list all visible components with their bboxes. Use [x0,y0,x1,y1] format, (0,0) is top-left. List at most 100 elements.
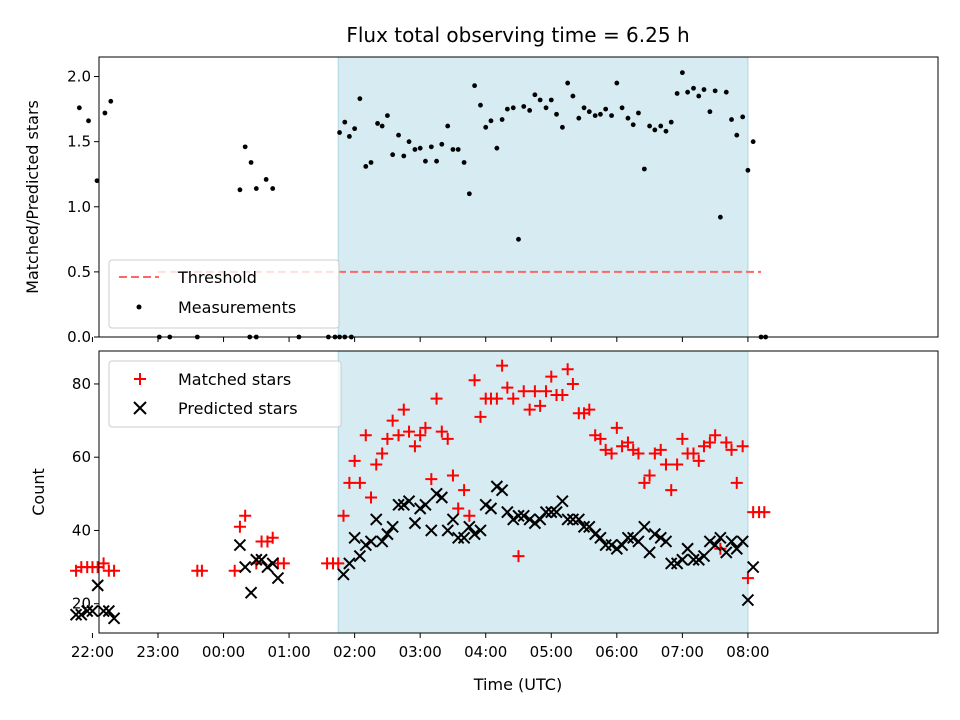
top-axes-frame [98,56,939,338]
data-point [729,117,734,122]
data-point [556,388,569,401]
data-point [658,123,664,129]
data-point [261,560,274,574]
data-point [674,91,680,96]
x-tick-label: 23:00 [136,643,179,661]
data-point [343,557,356,570]
x-tick-label: 04:00 [464,643,507,661]
data-point [691,85,696,91]
data-point [392,498,405,512]
data-point [676,432,689,445]
top-shaded-span [337,56,749,338]
data-point [605,538,618,552]
y-tick-label: 80 [72,375,91,393]
data-point [337,509,350,522]
data-point [736,440,749,453]
data-point [712,88,718,94]
data-point [490,392,503,405]
data-point [359,538,372,552]
data-point [548,97,554,103]
data-point [86,118,91,124]
data-point [539,505,553,519]
data-point [337,130,342,135]
data-point [516,236,521,242]
data-point [102,604,116,618]
data-point [736,535,749,548]
data-point [532,92,538,98]
data-point [263,177,269,182]
bottom-plot: 20 40 60 80 22:00 23:00 00:00 01:00 02:00 03:00 0… [29,350,939,694]
data-point [80,604,94,618]
data-point [745,167,751,173]
data-point [725,535,738,548]
data-point [242,144,248,150]
data-point [545,505,558,519]
data-point [554,111,559,117]
data-point [638,476,651,489]
data-point [659,535,673,548]
data-point [517,509,530,523]
data-point [108,98,114,104]
data-point [353,476,366,489]
data-point [414,429,427,442]
data-point [570,93,576,99]
data-point [457,531,471,544]
data-point [375,535,389,548]
data-point [451,531,465,544]
data-point [533,513,547,526]
data-point [632,447,645,460]
legend-measurements-swatch [136,304,142,310]
data-point [507,392,520,405]
data-point [643,469,656,482]
data-point [253,186,259,191]
y-tick-label: 1.5 [67,133,91,151]
data-point [463,520,476,533]
data-point [97,557,110,570]
y-tick-label: 20 [72,595,91,613]
data-point [720,436,733,449]
data-point [435,425,448,438]
data-point [397,498,411,512]
data-point [346,134,352,139]
data-point [566,513,580,526]
data-point [592,113,598,119]
x-axis-label: Time (UTC) [473,675,562,694]
data-point [466,191,472,197]
data-point [507,513,520,526]
x-tick-label: 22:00 [71,643,114,661]
x-tick-label: 06:00 [595,643,638,661]
data-point [195,564,208,577]
data-point [425,473,438,486]
data-point [381,527,394,541]
data-point [468,527,481,541]
data-point [461,160,467,165]
data-point [390,152,396,158]
data-point [734,132,740,138]
data-point [741,572,754,585]
data-point [537,97,543,103]
data-point [357,96,363,102]
top-y-ticks: 0.0 0.5 1.0 1.5 2.0 [67,68,99,346]
data-point [468,374,481,387]
data-point [741,593,755,607]
data-point [676,553,689,566]
data-point [496,359,509,372]
x-tick-label: 01:00 [267,643,310,661]
data-point [238,560,252,574]
data-point [102,110,108,116]
data-point [479,498,492,512]
data-point [647,123,652,129]
legend-predicted-swatch [133,401,147,415]
data-point [266,557,279,570]
top-legend: Threshold Measurements [108,259,340,329]
data-point [583,520,596,533]
data-point [668,119,674,125]
data-point [446,513,460,526]
chart-title: Flux total observing time = 6.25 h [346,23,689,47]
data-point [512,509,525,523]
data-point [501,505,514,519]
data-point [244,586,258,599]
data-point [730,542,743,555]
x-tick-label: 02:00 [333,643,376,661]
